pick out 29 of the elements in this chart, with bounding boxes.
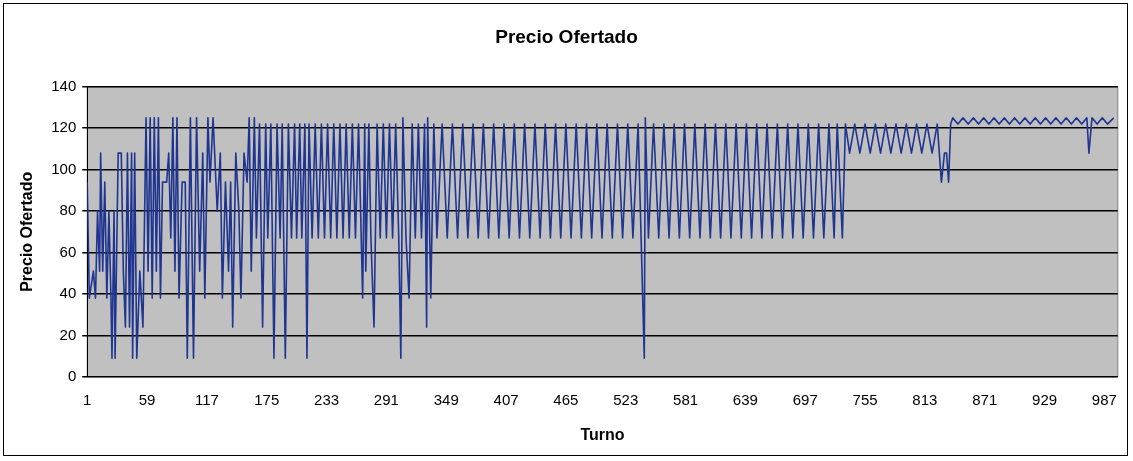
- y-tick-label: 0: [67, 366, 77, 384]
- x-axis-title: Turno: [580, 425, 625, 443]
- x-tick-label: 117: [194, 390, 219, 408]
- x-tick-label: 59: [138, 390, 156, 408]
- x-tick-label: 755: [852, 390, 878, 408]
- y-tick-label: 100: [51, 159, 77, 177]
- x-tick-label: 1: [83, 390, 92, 408]
- x-tick-label: 813: [912, 390, 938, 408]
- x-tick-label: 523: [613, 390, 639, 408]
- x-tick-label: 233: [314, 390, 340, 408]
- x-tick-label: 291: [373, 390, 399, 408]
- x-tick-label: 465: [553, 390, 579, 408]
- y-tick-label: 60: [59, 242, 77, 260]
- x-tick-label: 929: [1032, 390, 1058, 408]
- x-tick-label: 175: [254, 390, 280, 408]
- x-tick-label: 349: [433, 390, 459, 408]
- y-tick-label: 40: [59, 284, 77, 302]
- y-tick-label: 120: [51, 118, 77, 136]
- x-tick-label: 697: [792, 390, 818, 408]
- y-tick-label: 80: [59, 201, 77, 219]
- chart-title: Precio Ofertado: [495, 25, 638, 47]
- x-tick-label: 581: [673, 390, 699, 408]
- y-tick-label: 20: [59, 325, 77, 343]
- x-tick-label: 871: [972, 390, 998, 408]
- x-tick-label: 407: [493, 390, 519, 408]
- x-tick-label: 639: [732, 390, 758, 408]
- y-tick-label: 140: [51, 76, 77, 94]
- y-axis-title: Precio Ofertado: [18, 171, 36, 292]
- x-tick-label: 987: [1091, 390, 1117, 408]
